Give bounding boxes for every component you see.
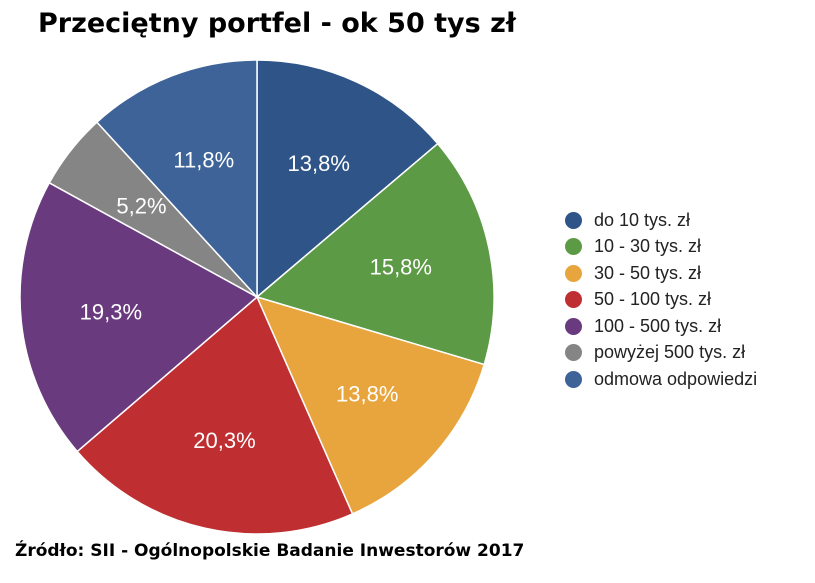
legend-label-2: 10 - 30 tys. zł (594, 236, 702, 257)
legend-swatch-4 (565, 291, 582, 309)
pie-slice-5 (19, 181, 259, 453)
legend-label-4: 50 - 100 tys. zł (594, 289, 712, 310)
pie-slice-4 (76, 295, 354, 535)
legend-swatch-7 (565, 370, 582, 388)
legend-item-5: 100 - 500 tys. zł (565, 313, 757, 340)
legend-label-7: odmowa odpowiedzi (594, 368, 758, 389)
legend-swatch-5 (565, 317, 582, 335)
data-label-3: 13,8% (336, 382, 398, 407)
data-label-5: 19,3% (80, 300, 142, 325)
legend-label-1: do 10 tys. zł (594, 209, 691, 230)
data-label-2: 15,8% (370, 254, 432, 279)
data-label-7: 11,8% (173, 148, 234, 173)
legend-swatch-6 (565, 344, 582, 362)
legend-item-6: powyżej 500 tys. zł (565, 340, 757, 367)
legend-item-4: 50 - 100 tys. zł (565, 287, 757, 314)
legend-swatch-2 (565, 238, 582, 256)
legend-label-3: 30 - 50 tys. zł (594, 262, 702, 283)
data-label-1: 13,8% (288, 151, 350, 176)
legend-item-3: 30 - 50 tys. zł (565, 260, 757, 287)
pie-slice-7 (95, 59, 258, 299)
pie-slice-3 (255, 295, 486, 515)
chart-legend: do 10 tys. zł 10 - 30 tys. zł 30 - 50 tys.… (565, 207, 757, 393)
legend-label-5: 100 - 500 tys. zł (594, 315, 722, 336)
legend-item-2: 10 - 30 tys. zł (565, 234, 757, 261)
pie-slice-2 (255, 142, 495, 366)
data-label-6: 5,2% (116, 194, 166, 219)
legend-swatch-1 (565, 211, 582, 229)
data-label-4: 20,3% (193, 428, 255, 453)
chart-title: Przeciętny portfel - ok 50 tys zł (38, 8, 516, 39)
legend-swatch-3 (565, 264, 582, 282)
pie-slice-1 (256, 59, 439, 299)
legend-item-1: do 10 tys. zł (565, 207, 757, 234)
source-note: Źródło: SII - Ogólnopolskie Badanie Inwe… (15, 541, 525, 561)
pie-data-labels: 13,8% 15,8% 13,8% 20,3% 19,3% 5,2% 11,8% (80, 148, 432, 453)
pie-slices (19, 59, 495, 535)
legend-item-7: odmowa odpowiedzi (565, 366, 757, 393)
legend-label-6: powyżej 500 tys. zł (594, 342, 746, 363)
